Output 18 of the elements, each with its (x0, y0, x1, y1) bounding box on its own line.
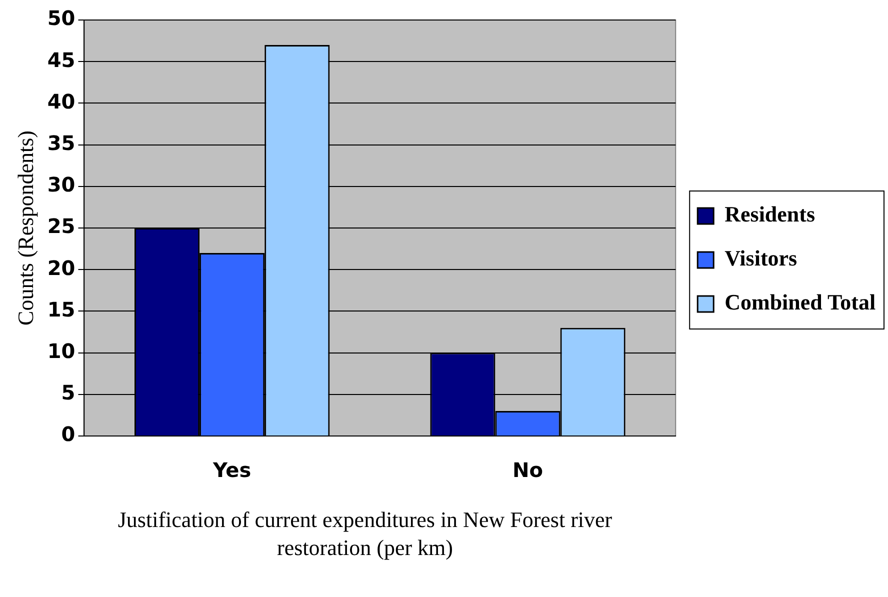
y-tick-label: 40 (47, 89, 76, 114)
y-tick-label: 15 (47, 297, 76, 322)
y-tick-label: 50 (47, 6, 76, 30)
x-axis-title: Justification of current expenditures in New Forest river restoration (per km) (116, 506, 614, 562)
y-tick-label: 20 (47, 256, 76, 280)
y-tick-label: 10 (47, 339, 76, 364)
y-tick-label: 25 (47, 214, 76, 238)
y-axis-title: Counts (Respondents) (12, 130, 38, 326)
legend-label: Visitors (724, 246, 798, 271)
legend-label: Residents (724, 202, 816, 227)
y-tick-label: 45 (47, 48, 76, 72)
x-tick-label: Yes (212, 458, 252, 482)
y-tick-label: 35 (47, 131, 76, 156)
x-tick-label: No (512, 458, 544, 482)
legend-label: Combined Total (724, 290, 876, 315)
y-tick-label: 5 (61, 380, 76, 405)
y-tick-label: 30 (47, 172, 76, 197)
y-tick-label: 0 (61, 422, 76, 446)
